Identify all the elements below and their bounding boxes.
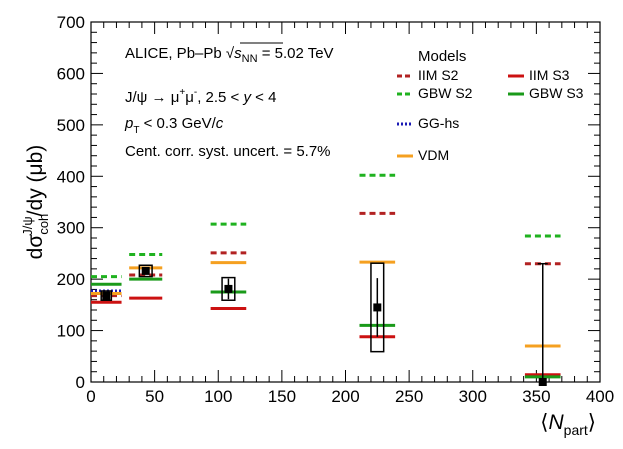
data-point-marker	[224, 284, 233, 293]
annotation-line1: ALICE, Pb–Pb √sNN = 5.02 TeV	[125, 45, 334, 65]
legend-label-vdm: VDM	[418, 147, 449, 163]
data-point-marker	[373, 303, 382, 312]
x-label-suffix: ⟩	[588, 411, 596, 434]
legend-label-gbw-s3: GBW S3	[529, 85, 584, 101]
y-tick-label: 200	[57, 270, 85, 289]
x-tick-label: 350	[522, 387, 550, 406]
y-axis-label: dσcohJ/ψ/dy (μb)	[20, 145, 51, 260]
x-tick-label: 400	[586, 387, 614, 406]
y-tick-label: 400	[57, 167, 85, 186]
x-label-prefix: ⟨	[540, 411, 548, 434]
x-tick-label: 200	[331, 387, 359, 406]
data-point-marker	[141, 266, 150, 275]
data-points	[100, 262, 548, 386]
data-point-marker	[538, 378, 547, 386]
legend-title: Models	[418, 48, 466, 65]
legend-label-gg-hs: GG-hs	[418, 115, 459, 131]
legend-label-gbw-s2: GBW S2	[418, 85, 473, 101]
x-tick-label: 50	[145, 387, 164, 406]
x-label-sub: part	[564, 422, 588, 438]
y-tick-label: 500	[57, 116, 85, 135]
annotation-line4: Cent. corr. syst. uncert. = 5.7%	[125, 143, 331, 160]
legend: Models IIM S2 IIM S3 GBW S2 GBW S3 GG-hs…	[397, 48, 584, 163]
legend-label-iim-s3: IIM S3	[529, 67, 570, 83]
model-predictions	[91, 173, 561, 379]
x-tick-label: 300	[459, 387, 487, 406]
annotation-line3: pT < 0.3 GeV/c	[124, 115, 224, 136]
y-tick-label: 600	[57, 64, 85, 83]
y-label-pre: dσ	[24, 235, 47, 260]
x-tick-label: 100	[204, 387, 232, 406]
y-tick-label: 700	[57, 13, 85, 32]
annotations: ALICE, Pb–Pb √sNN = 5.02 TeV J/ψ → μ+μ-,…	[124, 42, 334, 160]
annotation-line2: J/ψ → μ+μ-, 2.5 < y < 4	[125, 87, 276, 106]
legend-label-iim-s2: IIM S2	[418, 67, 459, 83]
x-tick-label: 250	[395, 387, 423, 406]
sqrt-sign: √	[226, 45, 235, 62]
axis-ticks	[90, 21, 601, 383]
x-label-base: N	[549, 411, 565, 434]
y-tick-labels: 0 100 200 300 400 500 600 700	[57, 13, 85, 392]
syst-box	[100, 290, 113, 301]
x-tick-label: 0	[86, 387, 95, 406]
data-point-marker	[102, 291, 111, 300]
y-label-sup: J/ψ	[20, 216, 35, 235]
y-label-post: /dy (μb)	[24, 145, 47, 217]
syst-box	[370, 262, 385, 353]
sqrt-sub: NN	[242, 53, 258, 65]
y-label-sub: coh	[36, 214, 51, 235]
x-tick-label: 150	[268, 387, 296, 406]
x-tick-labels: 0 50 100 150 200 250 300 350 400	[86, 387, 614, 406]
x-axis-label: ⟨Npart⟩	[540, 411, 596, 438]
sqrt-s: s	[234, 45, 242, 62]
y-tick-label: 300	[57, 219, 85, 238]
y-tick-label: 0	[76, 373, 85, 392]
y-tick-label: 100	[57, 322, 85, 341]
syst-box	[138, 264, 153, 278]
syst-box	[221, 276, 236, 301]
